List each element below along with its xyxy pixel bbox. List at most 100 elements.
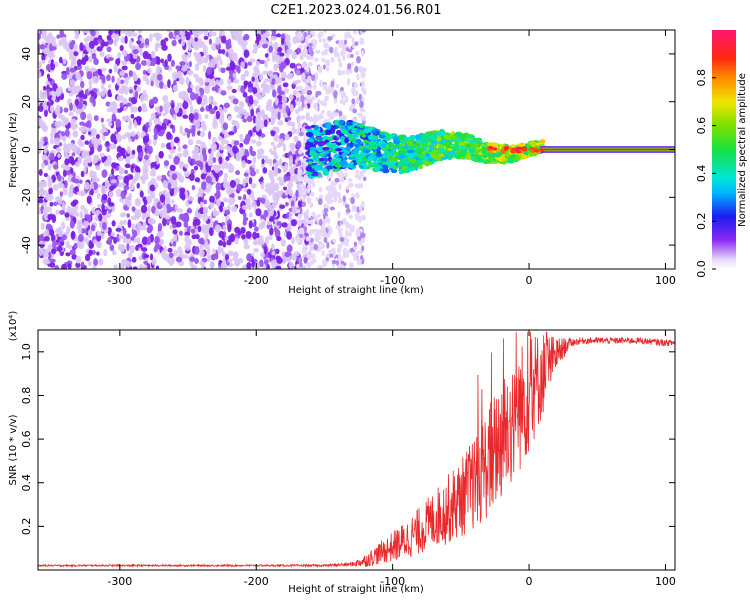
spectrogram-speckle: [346, 224, 352, 229]
spectrogram-speckle: [227, 115, 232, 122]
spectrogram-speckle: [336, 52, 340, 58]
spectrogram-speckle: [125, 233, 131, 239]
spectrogram-speckle: [175, 65, 181, 70]
spectrogram-band-mark: [308, 138, 315, 143]
spectrogram-speckle: [254, 77, 259, 84]
spectrogram-speckle: [83, 181, 90, 190]
spectrogram-speckle: [200, 261, 206, 269]
spectrogram-band-mark: [362, 158, 369, 163]
spectrogram-speckle: [117, 52, 122, 59]
spectrogram-speckle: [217, 135, 223, 141]
spectrogram-speckle: [270, 259, 277, 265]
spectrogram-speckle: [117, 156, 124, 162]
spectrogram-speckle: [270, 150, 278, 156]
spectrogram-speckle: [173, 249, 178, 257]
spectrogram-band-mark: [332, 135, 338, 141]
spectrogram-speckle: [358, 206, 363, 211]
spectrogram-speckle: [264, 236, 269, 245]
spectrogram-speckle: [187, 155, 192, 164]
spectrogram-speckle: [49, 201, 54, 207]
snr-background: [38, 330, 675, 570]
spectrogram-speckle: [75, 211, 79, 217]
spectrogram-speckle: [348, 228, 354, 233]
spectrogram-speckle: [330, 247, 336, 253]
spectrogram-speckle: [203, 199, 208, 205]
spectrogram-speckle: [115, 227, 122, 232]
spectrogram-band-mark: [318, 152, 325, 157]
spectrogram-speckle: [148, 118, 153, 128]
spectrogram-band-mark: [382, 148, 388, 152]
spectrogram-speckle: [171, 39, 177, 47]
spectrogram-speckle: [136, 40, 142, 45]
spectrogram-speckle: [317, 213, 321, 218]
spectrogram-speckle: [89, 169, 95, 179]
spectrogram-speckle: [295, 86, 301, 91]
spectrogram-band-mark: [309, 150, 316, 157]
spectrogram-speckle: [168, 176, 173, 185]
spectrogram-band-mark: [351, 129, 357, 134]
spectrogram-speckle: [354, 41, 359, 46]
spectrogram-speckle: [135, 62, 142, 71]
spectrogram-speckle: [305, 236, 311, 242]
spectrogram-speckle: [168, 31, 174, 39]
spectrogram-speckle: [163, 160, 170, 166]
spectrogram-speckle: [277, 85, 282, 94]
spectrogram-band-mark: [397, 153, 406, 160]
spectrogram-speckle: [296, 237, 301, 244]
spectrogram-speckle: [278, 103, 283, 110]
spectrogram-speckle: [68, 186, 73, 194]
spectrogram-speckle: [237, 38, 244, 46]
spectrogram-speckle: [301, 189, 307, 193]
spectrogram-speckle: [124, 169, 128, 175]
spectrogram-speckle: [91, 54, 97, 60]
spectrogram-speckle: [306, 261, 312, 268]
spectrogram-speckle: [126, 213, 130, 218]
spectrogram-speckle: [132, 266, 138, 269]
spectrogram-speckle: [291, 51, 297, 60]
spectrogram-speckle: [233, 78, 240, 84]
spectrogram-speckle: [275, 55, 282, 65]
spectrogram-speckle: [111, 113, 117, 122]
spectrogram-speckle: [350, 61, 355, 67]
spectrogram-speckle: [227, 197, 235, 206]
spectrogram-speckle: [140, 204, 148, 214]
spectrogram-speckle: [259, 221, 265, 229]
spectrogram-speckle: [151, 257, 157, 266]
spectrogram-band-mark: [422, 144, 428, 150]
spectrogram-speckle: [185, 78, 190, 84]
spectrogram-speckle: [248, 212, 253, 218]
spectrogram-speckle: [126, 199, 132, 208]
spectrogram-speckle: [174, 136, 180, 143]
spectrogram-marks: [38, 30, 675, 269]
spectrogram-speckle: [136, 182, 140, 189]
spectrogram-speckle: [224, 209, 231, 216]
spectrogram-speckle: [80, 204, 86, 211]
spectrogram-speckle: [171, 173, 178, 181]
spectrogram-speckle: [76, 191, 83, 196]
spectrogram-speckle: [355, 230, 361, 238]
spectrogram-band-mark: [429, 136, 435, 140]
spectrogram-speckle: [90, 146, 95, 155]
spectrogram-speckle: [73, 44, 78, 52]
spectrogram-speckle: [297, 122, 301, 128]
spectrogram-band-mark: [367, 156, 374, 161]
spectrogram-speckle: [189, 92, 196, 101]
spectrogram-speckle: [96, 39, 102, 44]
spectrogram-speckle: [332, 181, 337, 187]
spectrogram-speckle: [76, 59, 82, 67]
spectrogram-speckle: [226, 85, 233, 91]
spectrogram-speckle: [266, 57, 271, 62]
spectrogram-speckle: [113, 264, 119, 269]
spectrogram-speckle: [118, 170, 124, 175]
spectrogram-speckle: [305, 217, 309, 224]
spectrogram-speckle: [346, 185, 350, 190]
spectrogram-speckle: [321, 249, 325, 257]
spectrogram-speckle: [304, 86, 308, 94]
spectrogram-speckle: [122, 227, 127, 237]
spectrogram-speckle: [272, 184, 276, 192]
spectrogram-speckle: [55, 104, 61, 114]
spectrogram-speckle: [198, 155, 203, 162]
spectrogram-speckle: [286, 74, 293, 80]
spectrogram-speckle: [115, 118, 122, 128]
spectrogram-speckle: [311, 181, 316, 188]
